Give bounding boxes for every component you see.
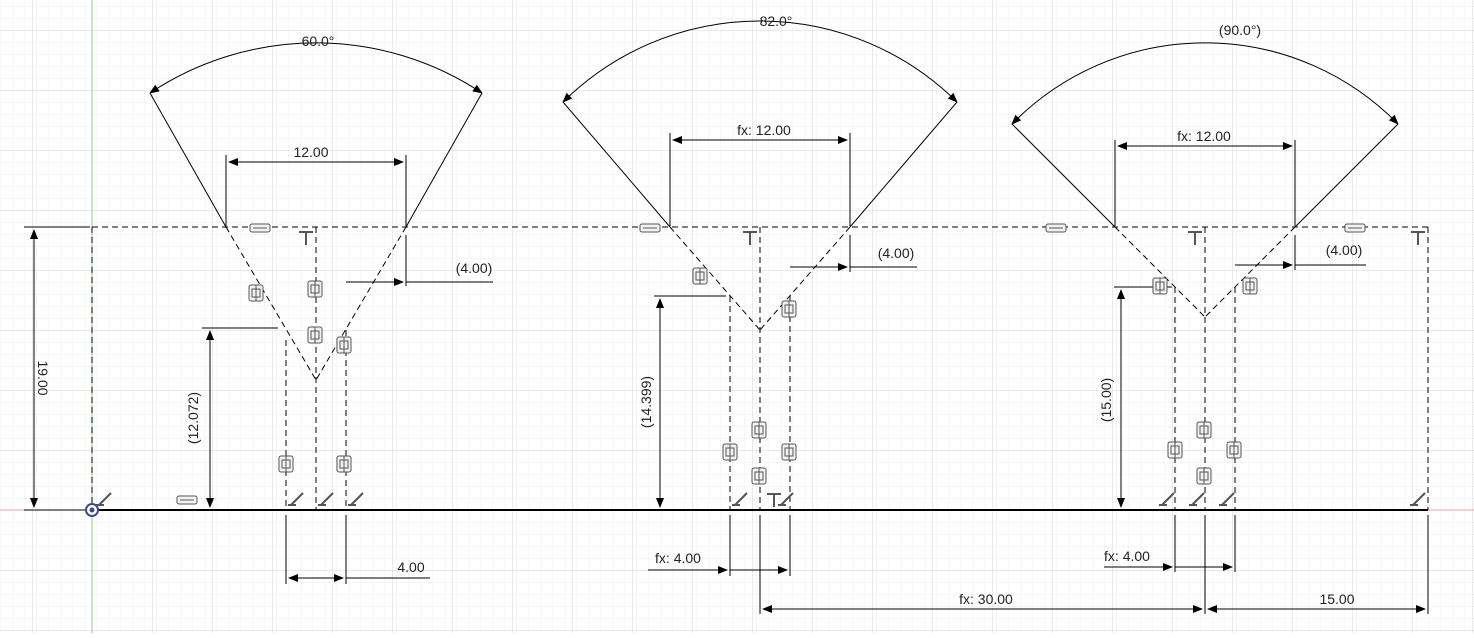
profile-left[interactable]: 60.0° 12.00 (4.00) (12.072) 4.00 bbox=[149, 33, 493, 584]
vertical-constraint-icon[interactable] bbox=[781, 443, 797, 461]
vertical-constraint-icon[interactable] bbox=[307, 326, 323, 344]
vertical-constraint-icon[interactable] bbox=[1242, 277, 1258, 295]
horizontal-constraint-icon[interactable] bbox=[639, 223, 661, 233]
vertical-constraint-icon[interactable] bbox=[751, 421, 767, 439]
vertical-constraint-icon[interactable] bbox=[1196, 421, 1212, 439]
vertical-constraint-icon[interactable] bbox=[751, 467, 767, 485]
profile-middle[interactable]: 82.0° fx: 12.00 (4.00) (14.399) fx: 4.00 bbox=[562, 13, 958, 576]
horizontal-constraint-icon[interactable] bbox=[1045, 223, 1067, 233]
vertical-constraint-icon[interactable] bbox=[722, 443, 738, 461]
end-offset-dimension[interactable]: 15.00 bbox=[1207, 515, 1429, 614]
right-side-offset-label: (4.00) bbox=[1326, 242, 1363, 258]
left-depth-label: (12.072) bbox=[185, 392, 201, 444]
left-side-offset-label: (4.00) bbox=[456, 260, 493, 276]
right-top-width-label: fx: 12.00 bbox=[1177, 128, 1231, 144]
middle-top-width-label: fx: 12.00 bbox=[737, 122, 791, 138]
middle-depth-label: (14.399) bbox=[638, 376, 654, 428]
horizontal-constraint-icon[interactable] bbox=[249, 223, 271, 233]
right-slot-width-label: fx: 4.00 bbox=[1104, 548, 1150, 564]
vertical-constraint-icon[interactable] bbox=[1167, 441, 1183, 459]
vertical-constraint-icon[interactable] bbox=[307, 280, 323, 298]
vertical-constraint-icon[interactable] bbox=[278, 455, 294, 473]
vertical-constraint-icon[interactable] bbox=[336, 336, 352, 354]
left-top-width-label: 12.00 bbox=[293, 144, 328, 160]
spacing-dimension[interactable]: fx: 30.00 bbox=[759, 515, 1206, 614]
vertical-constraint-icon[interactable] bbox=[1152, 277, 1168, 295]
vertical-constraint-icon[interactable] bbox=[781, 300, 797, 318]
overall-height-dimension[interactable]: 19.00 bbox=[24, 226, 90, 511]
middle-slot-width-label: fx: 4.00 bbox=[655, 550, 701, 566]
middle-side-offset-label: (4.00) bbox=[878, 245, 915, 261]
middle-angle-label: 82.0° bbox=[760, 13, 793, 29]
horizontal-constraint-icon[interactable] bbox=[176, 495, 198, 505]
vertical-constraint-icon[interactable] bbox=[1226, 441, 1242, 459]
overall-height-label: 19.00 bbox=[35, 360, 51, 395]
end-offset-label: 15.00 bbox=[1319, 591, 1354, 607]
vertical-constraint-icon[interactable] bbox=[336, 455, 352, 473]
horizontal-constraint-icon[interactable] bbox=[1344, 223, 1366, 233]
origin-point-icon[interactable] bbox=[85, 503, 99, 517]
right-depth-label: (15.00) bbox=[1098, 378, 1114, 422]
left-angle-label: 60.0° bbox=[302, 33, 335, 49]
right-angle-label: (90.0°) bbox=[1219, 22, 1261, 38]
left-slot-width-label: 4.00 bbox=[397, 559, 424, 575]
vertical-constraint-icon[interactable] bbox=[1196, 467, 1212, 485]
spacing-label: fx: 30.00 bbox=[959, 591, 1013, 607]
vertical-constraint-icon[interactable] bbox=[692, 267, 708, 285]
profile-right[interactable]: (90.0°) fx: 12.00 (4.00) (15.00) fx: 4.0… bbox=[1011, 22, 1399, 572]
vertical-constraint-icon[interactable] bbox=[248, 284, 264, 302]
